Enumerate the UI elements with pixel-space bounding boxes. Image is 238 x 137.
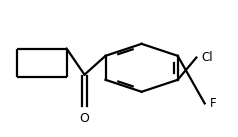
Text: F: F <box>209 97 216 110</box>
Text: Cl: Cl <box>201 51 213 64</box>
Text: O: O <box>79 112 89 125</box>
